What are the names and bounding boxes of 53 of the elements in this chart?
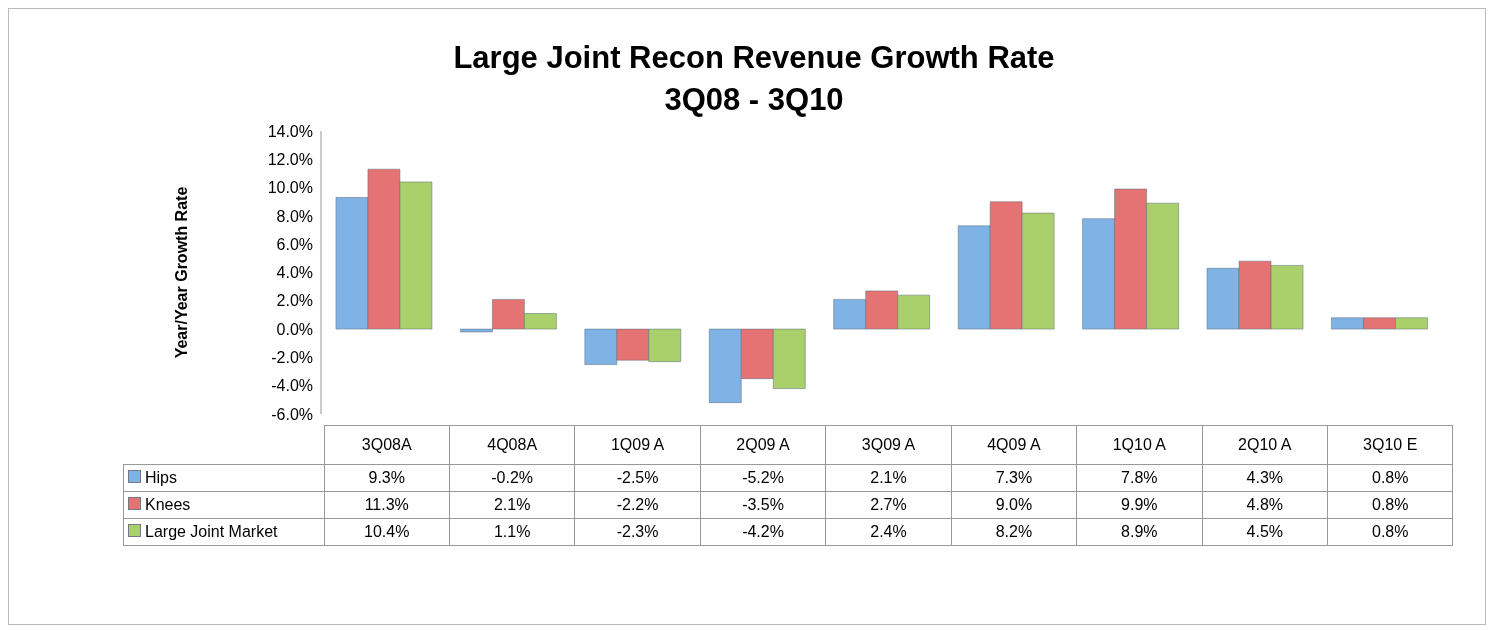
data-label: 2.4% [825, 518, 952, 546]
data-label: 9.3% [324, 464, 450, 492]
y-tick-label: -6.0% [271, 405, 313, 423]
data-label: 0.8% [1327, 491, 1453, 519]
legend-label: Large Joint Market [123, 518, 324, 546]
chart-title: Large Joint Recon Revenue Growth Rate [452, 39, 1056, 77]
y-tick-label: 10.0% [267, 179, 313, 197]
chart-subtitle: 3Q08 - 3Q10 [663, 81, 845, 119]
data-label: -2.3% [574, 518, 701, 546]
data-label: 0.8% [1327, 464, 1453, 492]
y-tick-label: -2.0% [271, 349, 313, 367]
legend-label: Hips [123, 464, 324, 492]
data-label: 4.8% [1202, 491, 1328, 519]
data-label: 9.9% [1076, 491, 1203, 519]
x-tick-label: 3Q10 E [1327, 425, 1453, 465]
y-tick-label: 4.0% [276, 264, 313, 282]
x-tick-label: 2Q09 A [700, 425, 826, 465]
data-label: 9.0% [951, 491, 1077, 519]
data-label: 11.3% [324, 491, 450, 519]
y-tick-label: -4.0% [271, 377, 313, 395]
data-label: 7.3% [951, 464, 1077, 492]
data-label: 10.4% [324, 518, 450, 546]
data-label: 2.1% [449, 491, 575, 519]
data-label: -4.2% [700, 518, 826, 546]
x-tick-label: 3Q09 A [825, 425, 952, 465]
data-label: 4.5% [1202, 518, 1328, 546]
y-axis-title: Year/Year Growth Rate [172, 186, 190, 359]
data-label: 1.1% [449, 518, 575, 546]
data-label: 7.8% [1076, 464, 1203, 492]
data-label: 2.7% [825, 491, 952, 519]
y-tick-label: 14.0% [267, 122, 313, 140]
x-tick-label: 3Q08A [324, 425, 450, 465]
data-label: 0.8% [1327, 518, 1453, 546]
data-label: -0.2% [449, 464, 575, 492]
data-label: -2.2% [574, 491, 701, 519]
data-label: 4.3% [1202, 464, 1328, 492]
x-tick-label: 1Q10 A [1076, 425, 1203, 465]
data-label: -5.2% [700, 464, 826, 492]
x-tick-label: 4Q09 A [951, 425, 1077, 465]
data-label: -3.5% [700, 491, 826, 519]
x-tick-label: 1Q09 A [574, 425, 701, 465]
y-tick-label: 6.0% [276, 235, 313, 253]
y-tick-label: 2.0% [276, 292, 313, 310]
y-tick-label: 8.0% [276, 207, 313, 225]
y-tick-label: 0.0% [276, 320, 313, 338]
y-tick-label: 12.0% [267, 150, 313, 168]
x-tick-label: 4Q08A [449, 425, 575, 465]
data-label: 2.1% [825, 464, 952, 492]
legend-label: Knees [123, 491, 324, 519]
data-label: 8.2% [951, 518, 1077, 546]
data-label: -2.5% [574, 464, 701, 492]
data-label: 8.9% [1076, 518, 1203, 546]
x-tick-label: 2Q10 A [1202, 425, 1328, 465]
